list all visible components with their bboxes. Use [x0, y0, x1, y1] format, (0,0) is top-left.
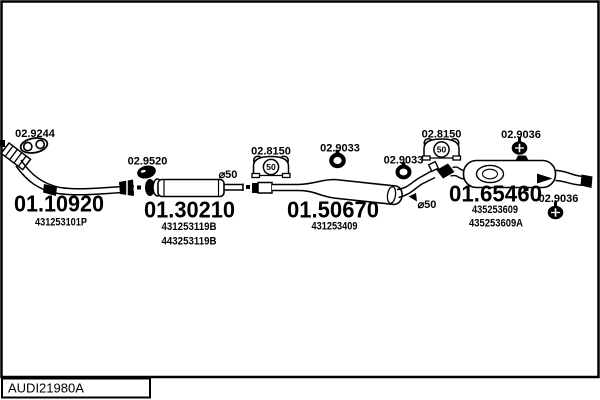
- top-mount-tab: [515, 155, 529, 161]
- frame-tick: [0, 140, 5, 147]
- part-number-10920: 01.10920: [14, 191, 104, 217]
- drawing-border: [0, 0, 600, 379]
- fitting-label-9036-a: 02.9036: [501, 129, 541, 141]
- sleeve-coupler: [257, 181, 273, 194]
- part-number-30210: 01.30210: [144, 197, 235, 223]
- oem-code: 435253609A: [469, 218, 523, 230]
- hanger-size-label: 50: [437, 145, 447, 155]
- diameter-label-front: ⌀50: [219, 169, 238, 181]
- oem-code: 431253409: [312, 221, 358, 233]
- mount-bolt-icon: [511, 137, 528, 155]
- fitting-label-9033-b: 02.9033: [384, 155, 424, 167]
- fitting-label-9520: 02.9520: [128, 156, 168, 168]
- drawing-code-box: [1, 377, 151, 399]
- leader-arrow: [408, 193, 417, 202]
- joint-dot: [246, 185, 250, 189]
- front-silencer-section: [145, 178, 273, 198]
- flow-arrow: [537, 173, 553, 184]
- oem-code: 431253119B: [162, 221, 217, 233]
- fitting-label-8150-a: 02.8150: [251, 146, 291, 158]
- joint-dot: [137, 185, 141, 190]
- rear-silencer-section: [462, 155, 593, 191]
- coupler-square: [427, 160, 440, 173]
- pipe-clamp-icon: [329, 150, 346, 169]
- flange-gasket-icon: [19, 137, 49, 154]
- sleeve-clamp: [252, 183, 258, 193]
- hanger-size-label: 50: [266, 162, 276, 172]
- tailpipe-tip: [580, 174, 593, 188]
- fitting-label-9244: 02.9244: [15, 128, 56, 140]
- oem-code: 431253101P: [35, 217, 87, 229]
- oem-code: 443253119B: [162, 236, 217, 248]
- rubber-hanger-icon: 50: [251, 155, 291, 179]
- pipe-sleeve: [43, 184, 57, 196]
- mount-bolt-icon: [547, 201, 564, 220]
- fitting-label-9033-a: 02.9033: [320, 143, 360, 155]
- bottom-mount-tab: [523, 187, 529, 191]
- fitting-label-9036-b: 02.9036: [539, 193, 579, 205]
- fitting-label-8150-b: 02.8150: [422, 129, 462, 141]
- mid-silencer-section: [272, 160, 465, 206]
- rubber-hanger-icon: 50: [421, 137, 462, 161]
- angled-joint: [436, 163, 455, 179]
- diameter-label-rear: ⌀50: [418, 199, 437, 211]
- front-pipe-section: [0, 140, 141, 196]
- oem-code: 435253609: [472, 204, 518, 216]
- pipe-clamp-icon: [395, 162, 412, 180]
- seal-ring-icon: [137, 165, 156, 179]
- part-number-65460: 01.65460: [449, 181, 542, 207]
- part-number-50670: 01.50670: [287, 197, 379, 223]
- drawing-code-label: AUDI21980A: [8, 381, 84, 396]
